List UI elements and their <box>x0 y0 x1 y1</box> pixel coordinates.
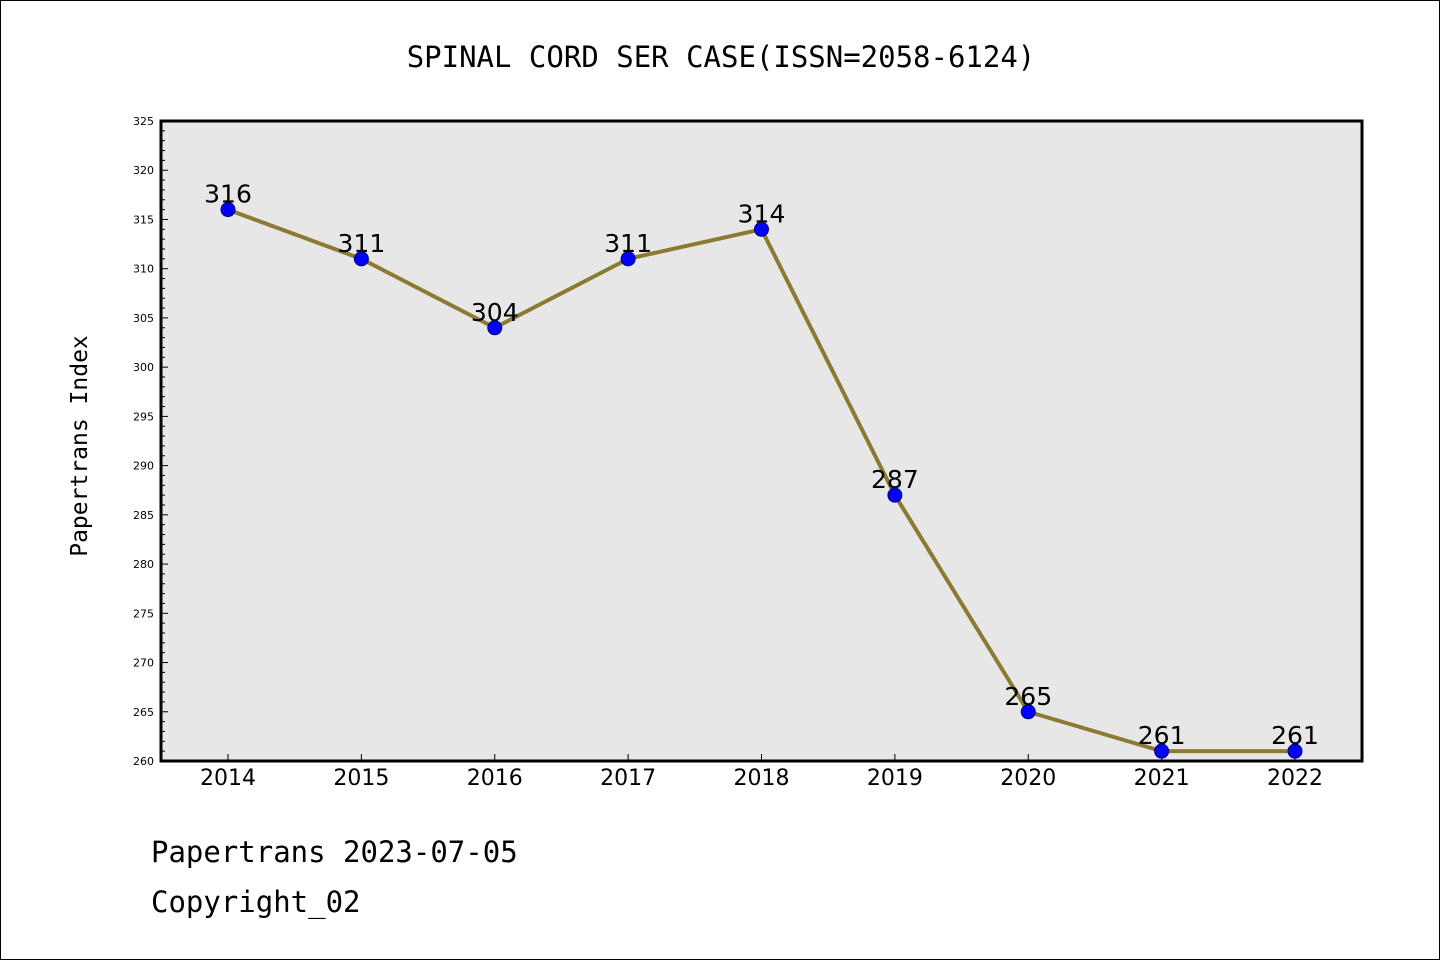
data-point <box>1154 743 1170 759</box>
data-label: 287 <box>871 465 919 494</box>
y-axis-label: Papertrans Index <box>67 335 93 557</box>
x-tick-label: 2022 <box>1267 766 1323 791</box>
y-tick-label: 320 <box>133 164 154 177</box>
data-point <box>620 251 636 267</box>
y-tick-label: 285 <box>133 509 154 522</box>
y-tick-label: 315 <box>133 213 154 226</box>
data-point <box>1287 743 1303 759</box>
data-point <box>353 251 369 267</box>
x-tick-label: 2019 <box>867 766 923 791</box>
data-label: 261 <box>1138 721 1186 750</box>
footer-date-text: Papertrans 2023-07-05 <box>151 835 518 869</box>
y-tick-label: 305 <box>133 312 154 325</box>
y-tick-label: 300 <box>133 361 154 374</box>
data-point <box>220 202 236 218</box>
x-tick-label: 2015 <box>333 766 389 791</box>
data-point <box>754 221 769 237</box>
x-tick-label: 2016 <box>467 766 523 791</box>
data-label: 311 <box>338 229 386 258</box>
y-tick-label: 295 <box>133 410 154 423</box>
y-tick-label: 280 <box>133 558 154 571</box>
x-tick-label: 2014 <box>200 766 256 791</box>
chart-marks: 260 265 270 275 280 285 290 295 300 305 310 315 320 3… <box>133 115 1323 791</box>
y-tick-label: 325 <box>133 115 154 128</box>
data-point <box>487 320 503 336</box>
y-tick-label: 260 <box>133 755 154 768</box>
y-tick-label: 290 <box>133 460 154 473</box>
data-label: 311 <box>604 229 652 258</box>
x-tick-label: 2021 <box>1134 766 1190 791</box>
data-point <box>887 487 903 503</box>
data-label: 316 <box>204 180 252 209</box>
data-label: 314 <box>738 199 786 228</box>
y-tick-label: 270 <box>133 657 154 670</box>
x-tick-label: 2017 <box>600 766 656 791</box>
x-tick-label: 2020 <box>1000 766 1056 791</box>
chart-title: SPINAL CORD SER CASE(ISSN=2058-6124) <box>407 40 1036 74</box>
footer-copyright-text: Copyright_02 <box>151 885 361 919</box>
y-tick-label: 265 <box>133 706 154 719</box>
x-tick-label: 2018 <box>734 766 790 791</box>
data-label: 265 <box>1004 682 1052 711</box>
y-tick-label: 275 <box>133 607 154 620</box>
data-label: 304 <box>471 298 519 327</box>
data-label: 261 <box>1271 721 1319 750</box>
y-tick-label: 310 <box>133 263 154 276</box>
data-point <box>1020 704 1036 720</box>
